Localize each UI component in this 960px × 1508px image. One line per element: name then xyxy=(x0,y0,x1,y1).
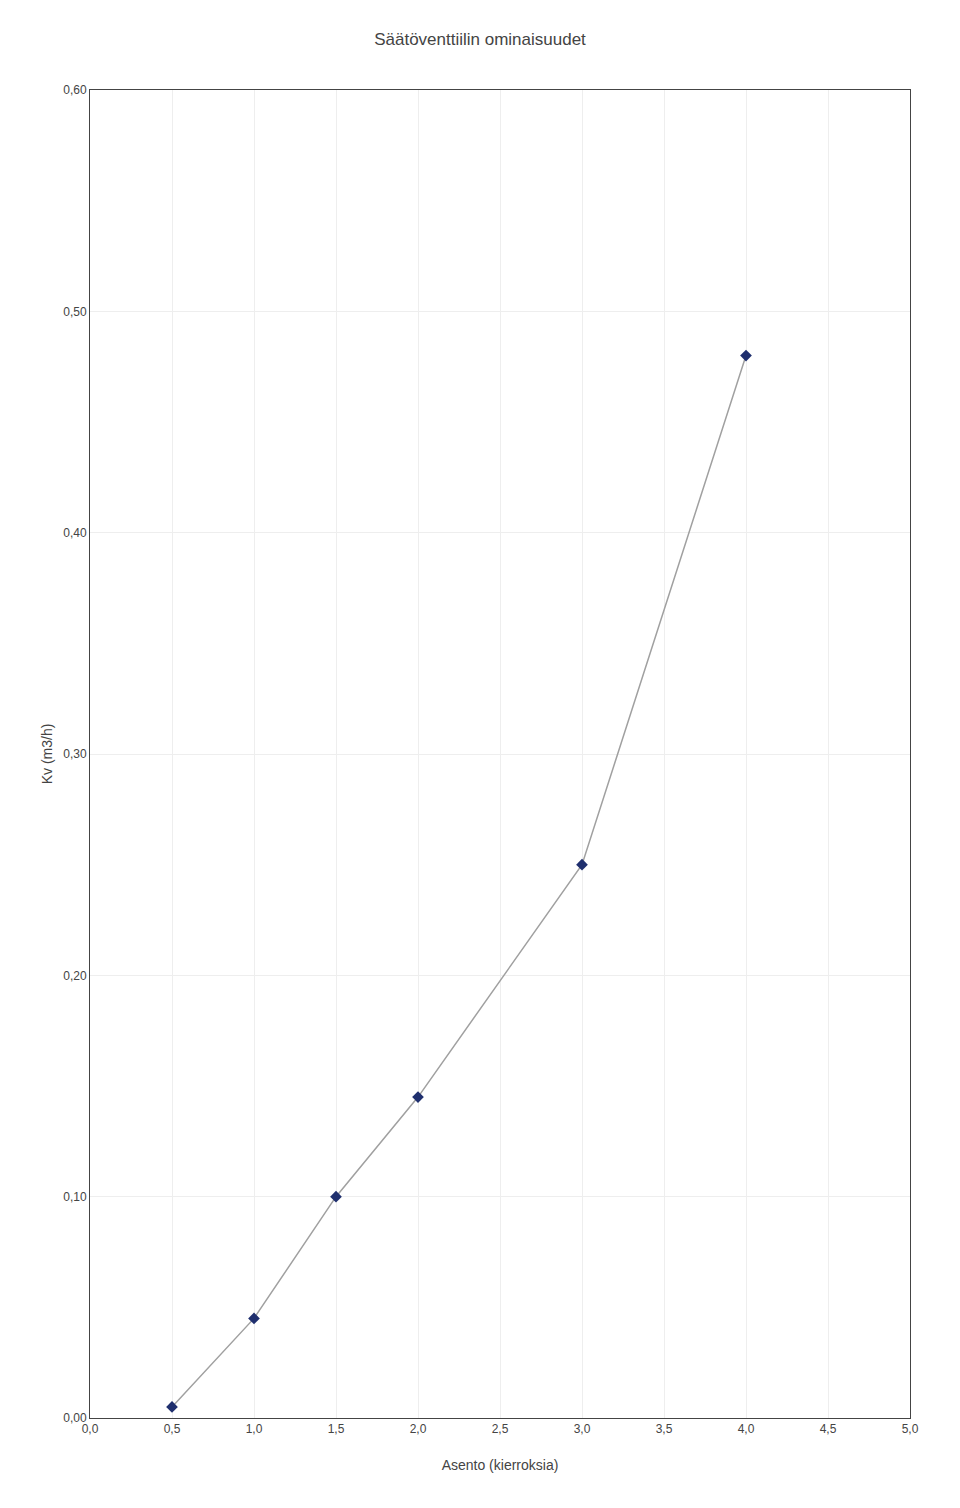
svg-text:2,5: 2,5 xyxy=(492,1422,509,1436)
svg-text:4,5: 4,5 xyxy=(820,1422,837,1436)
svg-text:4,0: 4,0 xyxy=(738,1422,755,1436)
svg-text:Säätöventtiilin ominaisuudet: Säätöventtiilin ominaisuudet xyxy=(374,30,586,49)
svg-text:3,5: 3,5 xyxy=(656,1422,673,1436)
svg-text:0,00: 0,00 xyxy=(63,1411,87,1425)
svg-text:1,0: 1,0 xyxy=(246,1422,263,1436)
svg-text:1,5: 1,5 xyxy=(328,1422,345,1436)
svg-text:5,0: 5,0 xyxy=(902,1422,919,1436)
svg-text:2,0: 2,0 xyxy=(410,1422,427,1436)
svg-text:0,10: 0,10 xyxy=(63,1190,87,1204)
svg-text:Kv (m3/h): Kv (m3/h) xyxy=(39,724,55,785)
svg-text:3,0: 3,0 xyxy=(574,1422,591,1436)
svg-text:0,0: 0,0 xyxy=(82,1422,99,1436)
svg-text:0,40: 0,40 xyxy=(63,526,87,540)
svg-text:0,30: 0,30 xyxy=(63,747,87,761)
svg-text:0,50: 0,50 xyxy=(63,305,87,319)
svg-text:0,20: 0,20 xyxy=(63,969,87,983)
svg-text:0,5: 0,5 xyxy=(164,1422,181,1436)
svg-text:0,60: 0,60 xyxy=(63,83,87,97)
svg-text:Asento (kierroksia): Asento (kierroksia) xyxy=(442,1457,559,1473)
